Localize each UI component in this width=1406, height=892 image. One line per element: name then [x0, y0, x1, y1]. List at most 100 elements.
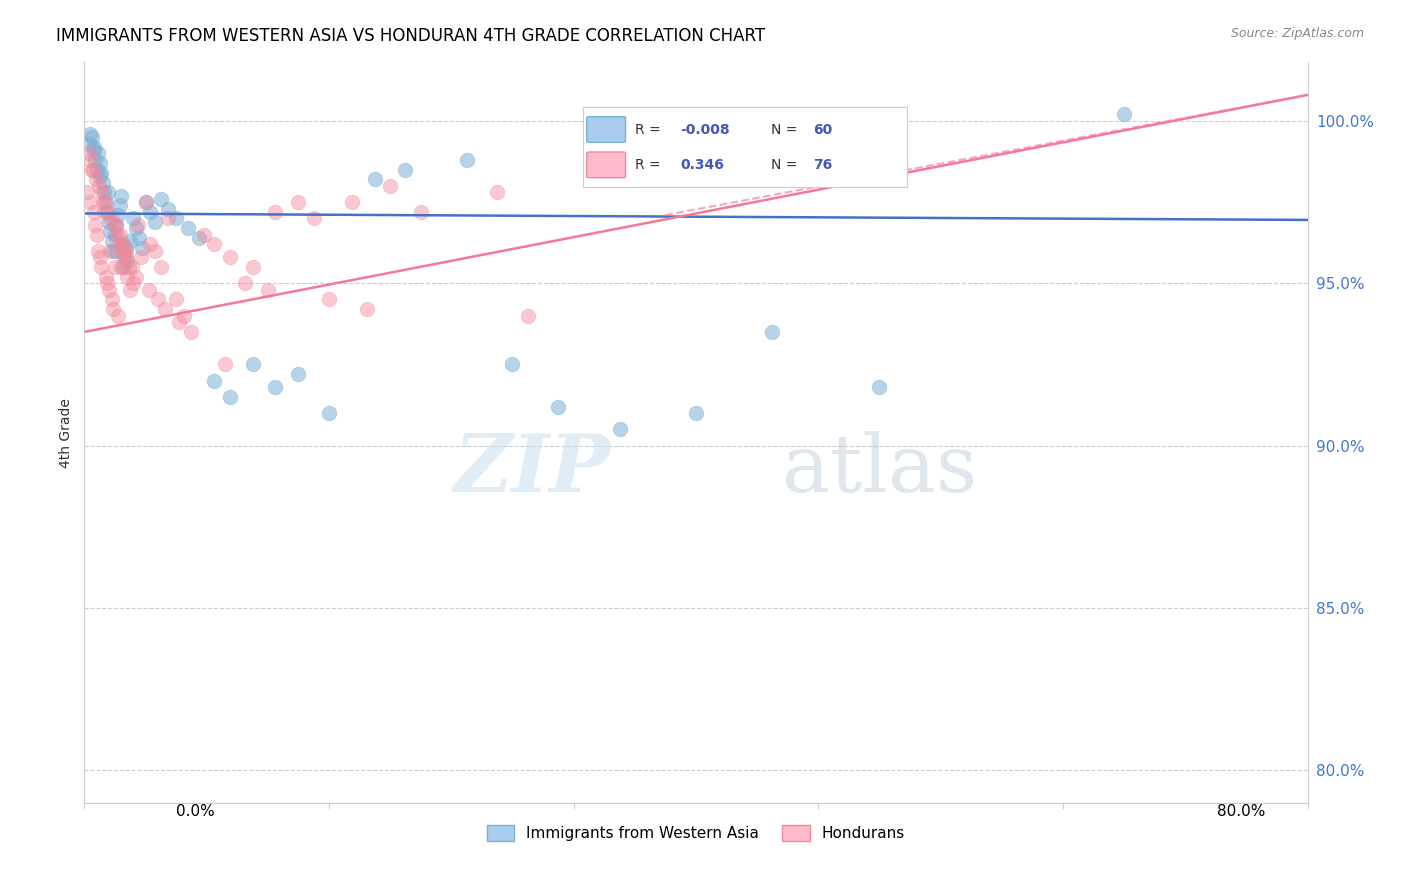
Text: R =: R =	[636, 158, 669, 172]
Point	[105, 227, 128, 242]
Point	[502, 358, 524, 372]
Point	[149, 260, 172, 274]
Text: R =: R =	[636, 122, 665, 136]
Point	[146, 293, 169, 307]
Point	[138, 283, 160, 297]
Point	[86, 227, 108, 242]
Point	[409, 204, 432, 219]
Point	[96, 204, 118, 219]
Text: Source: ZipAtlas.com: Source: ZipAtlas.com	[1230, 27, 1364, 40]
Point	[105, 218, 128, 232]
Point	[91, 186, 114, 200]
Point	[103, 244, 125, 258]
Point	[84, 153, 107, 167]
Point	[129, 250, 152, 264]
Y-axis label: 4th Grade: 4th Grade	[59, 398, 73, 467]
Point	[80, 130, 103, 145]
Point	[193, 227, 215, 242]
Point	[107, 208, 129, 222]
Point	[93, 186, 115, 200]
Point	[89, 169, 111, 183]
Text: -0.008: -0.008	[681, 122, 730, 136]
Point	[108, 227, 131, 242]
Point	[112, 244, 135, 258]
Legend: Immigrants from Western Asia, Hondurans: Immigrants from Western Asia, Hondurans	[481, 819, 911, 847]
Point	[90, 260, 112, 274]
FancyBboxPatch shape	[586, 152, 626, 178]
Point	[318, 293, 340, 307]
Point	[547, 400, 569, 414]
Point	[97, 186, 120, 200]
Text: N =: N =	[770, 158, 801, 172]
Point	[114, 241, 136, 255]
Point	[869, 380, 891, 394]
Point	[122, 277, 145, 291]
Point	[83, 143, 105, 157]
Point	[486, 186, 509, 200]
Point	[112, 247, 135, 261]
Point	[128, 231, 150, 245]
Point	[110, 237, 132, 252]
Point	[302, 211, 325, 226]
Point	[1114, 107, 1136, 121]
Point	[242, 260, 264, 274]
Text: 0.346: 0.346	[681, 158, 724, 172]
Point	[94, 195, 117, 210]
Point	[105, 218, 128, 232]
Point	[103, 218, 125, 232]
Point	[180, 325, 202, 339]
Point	[91, 195, 114, 210]
Point	[90, 166, 112, 180]
Point	[131, 241, 153, 255]
Point	[202, 374, 225, 388]
Point	[356, 302, 378, 317]
Point	[83, 140, 105, 154]
Point	[97, 204, 120, 219]
Text: 60: 60	[813, 122, 832, 136]
Point	[77, 136, 100, 151]
Point	[115, 250, 138, 264]
Point	[94, 195, 117, 210]
Point	[91, 176, 114, 190]
Point	[340, 195, 363, 210]
Point	[165, 293, 187, 307]
Point	[143, 214, 166, 228]
Point	[188, 231, 211, 245]
Point	[87, 178, 110, 193]
Point	[218, 390, 240, 404]
Point	[112, 250, 135, 264]
Point	[110, 260, 132, 274]
Point	[264, 380, 287, 394]
Text: 80.0%: 80.0%	[1218, 805, 1265, 819]
Point	[87, 146, 110, 161]
Point	[318, 406, 340, 420]
Point	[173, 309, 195, 323]
Point	[96, 277, 118, 291]
Point	[202, 237, 225, 252]
Point	[157, 211, 180, 226]
Point	[214, 358, 236, 372]
Text: 0.0%: 0.0%	[176, 805, 215, 819]
Point	[80, 162, 103, 177]
Point	[108, 198, 131, 212]
Point	[83, 204, 105, 219]
Point	[177, 221, 200, 235]
Point	[115, 269, 138, 284]
Point	[94, 269, 117, 284]
Point	[79, 127, 101, 141]
Point	[89, 156, 111, 170]
Point	[121, 260, 143, 274]
Point	[101, 293, 124, 307]
Point	[125, 221, 148, 235]
Point	[118, 260, 141, 274]
Point	[98, 224, 121, 238]
Point	[394, 162, 416, 177]
Point	[111, 237, 134, 252]
Point	[218, 250, 240, 264]
Point	[77, 146, 100, 161]
Point	[135, 195, 157, 210]
Point	[685, 406, 707, 420]
Point	[104, 227, 127, 242]
Point	[104, 244, 127, 258]
Point	[79, 153, 101, 167]
